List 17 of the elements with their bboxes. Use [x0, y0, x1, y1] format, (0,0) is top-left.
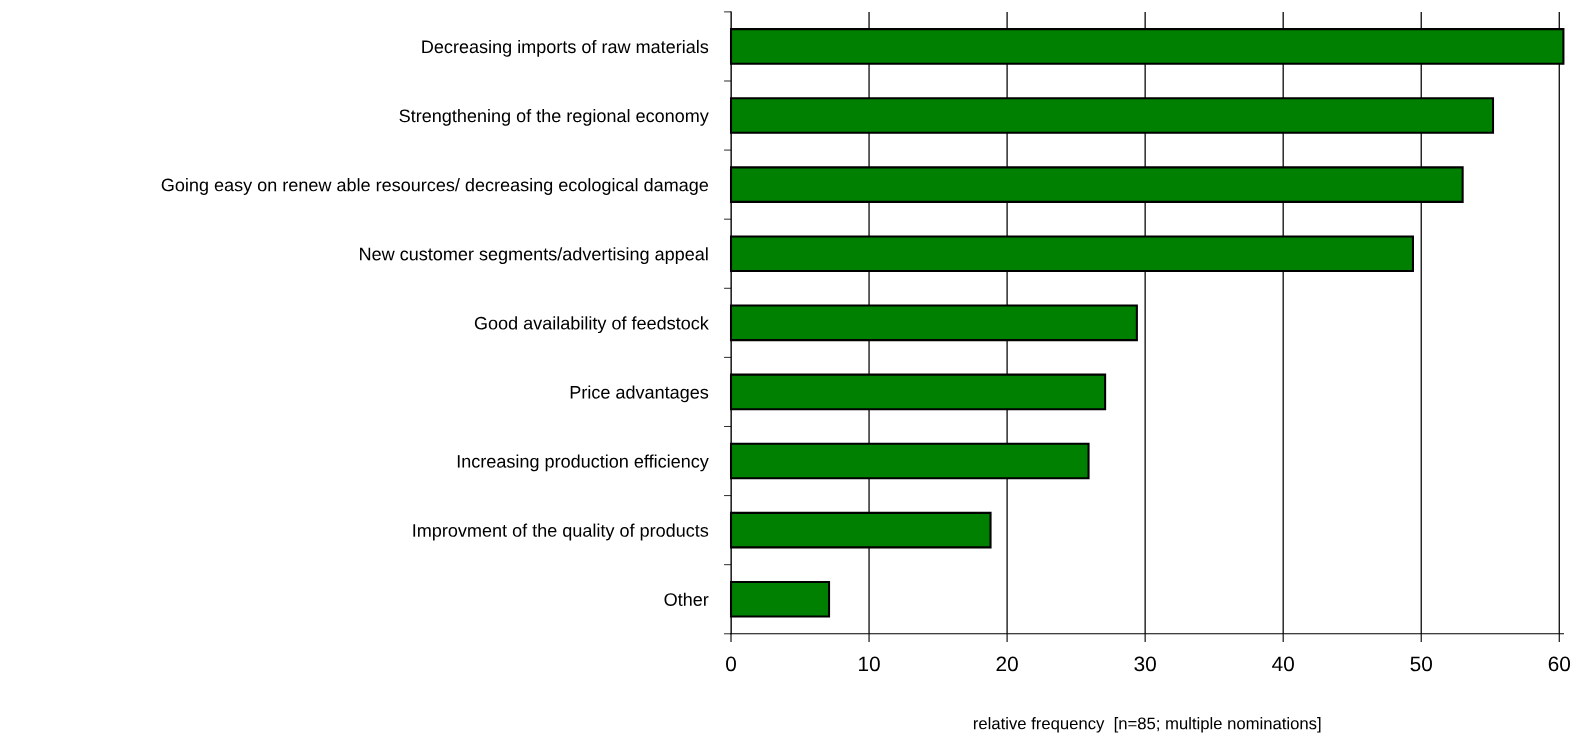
y-tick-label: Good availability of feedstock	[474, 316, 709, 334]
x-tick-label: 40	[1272, 656, 1294, 672]
y-tick-label: Other	[664, 592, 709, 606]
y-tick-label: Decreasing imports of raw materials	[422, 39, 709, 57]
y-tick-label: Improvment of the quality of products	[413, 523, 709, 541]
x-axis-title: relative frequency [n=85; multiple nominations]	[973, 717, 1321, 733]
y-tick-label: Increasing production efficiency	[457, 454, 709, 472]
y-tick-label: Strengthening of the regional economy	[399, 108, 709, 126]
x-tick-label: 20	[996, 656, 1018, 672]
x-tick-label: 60	[1548, 656, 1571, 672]
y-tick-label: Price advantages	[570, 385, 709, 403]
x-tick-label: 50	[1410, 656, 1432, 672]
x-tick-label: 0	[726, 656, 736, 672]
y-tick-label: Going easy on renew able resources/ decreasing ecological damage	[161, 178, 709, 195]
x-tick-label: 10	[859, 656, 880, 672]
x-tick-label: 30	[1134, 656, 1156, 672]
y-tick-label: New customer segments/advertising appeal	[360, 247, 708, 265]
